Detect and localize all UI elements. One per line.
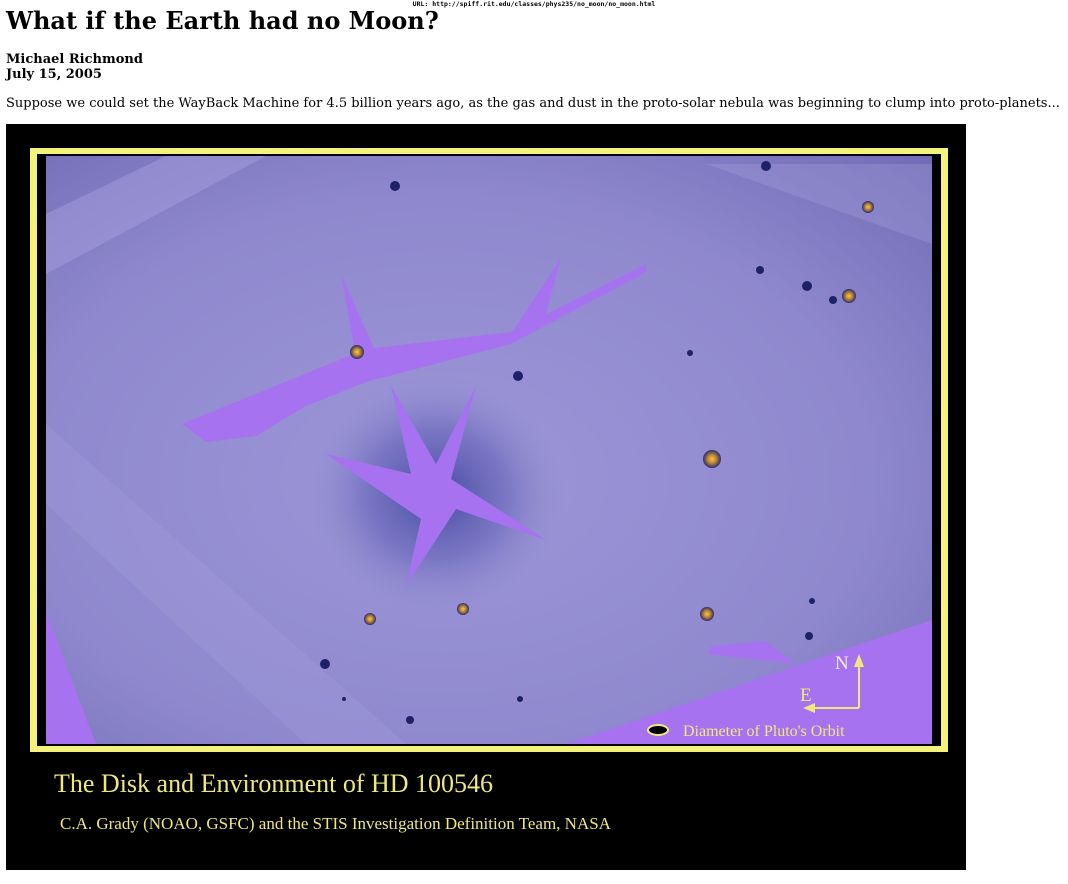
field-star [842,289,856,303]
field-star [406,716,414,724]
field-star [342,697,346,701]
figure-caption-title: The Disk and Environment of HD 100546 [54,769,493,798]
field-star [802,281,812,291]
field-star [390,181,400,191]
field-star [350,345,364,359]
sky-banding [706,164,932,244]
hd100546-figure: N E Diameter of Pluto's Orbit The Disk a… [6,124,966,870]
field-star [809,598,815,604]
field-star [513,371,523,381]
hd100546-image: N E Diameter of Pluto's Orbit The Disk a… [30,148,948,833]
field-star [364,613,376,625]
diffraction-bar [182,264,646,442]
byline: Michael Richmond July 15, 2005 [6,52,143,82]
sky-banding [46,424,406,744]
field-star [829,296,837,304]
sky-banding [46,156,266,274]
intro-paragraph: Suppose we could set the WayBack Machine… [6,96,1060,111]
field-star [517,696,523,702]
field-star [756,266,764,274]
diffraction-bar [511,258,561,334]
field-star [761,161,771,171]
mask-region [46,612,96,744]
mask-region [566,620,932,744]
diffraction-bar [341,274,381,368]
author-name: Michael Richmond [6,52,143,67]
field-star [862,201,874,213]
east-arrowhead-icon [803,703,815,713]
field-star [703,450,721,468]
publish-date: July 15, 2005 [6,67,102,82]
url-header: URL: http://spiff.rit.edu/classes/phys23… [412,0,656,8]
compass-rose [812,664,860,709]
occulting-mask [326,386,546,586]
field-star [805,632,813,640]
page-title: What if the Earth had no Moon? [6,6,439,35]
pluto-orbit-label: Diameter of Pluto's Orbit [683,723,845,740]
compass-east-label: E [800,685,812,706]
field-star [687,350,693,356]
compass-north-label: N [835,653,849,674]
field-star [700,607,714,621]
mask-region [708,641,796,664]
figure-caption-credit: C.A. Grady (NOAO, GSFC) and the STIS Inv… [60,814,612,833]
pluto-orbit-ellipse-icon [647,724,669,736]
field-star [457,603,469,615]
north-arrowhead-icon [854,654,864,667]
field-star [320,659,330,669]
